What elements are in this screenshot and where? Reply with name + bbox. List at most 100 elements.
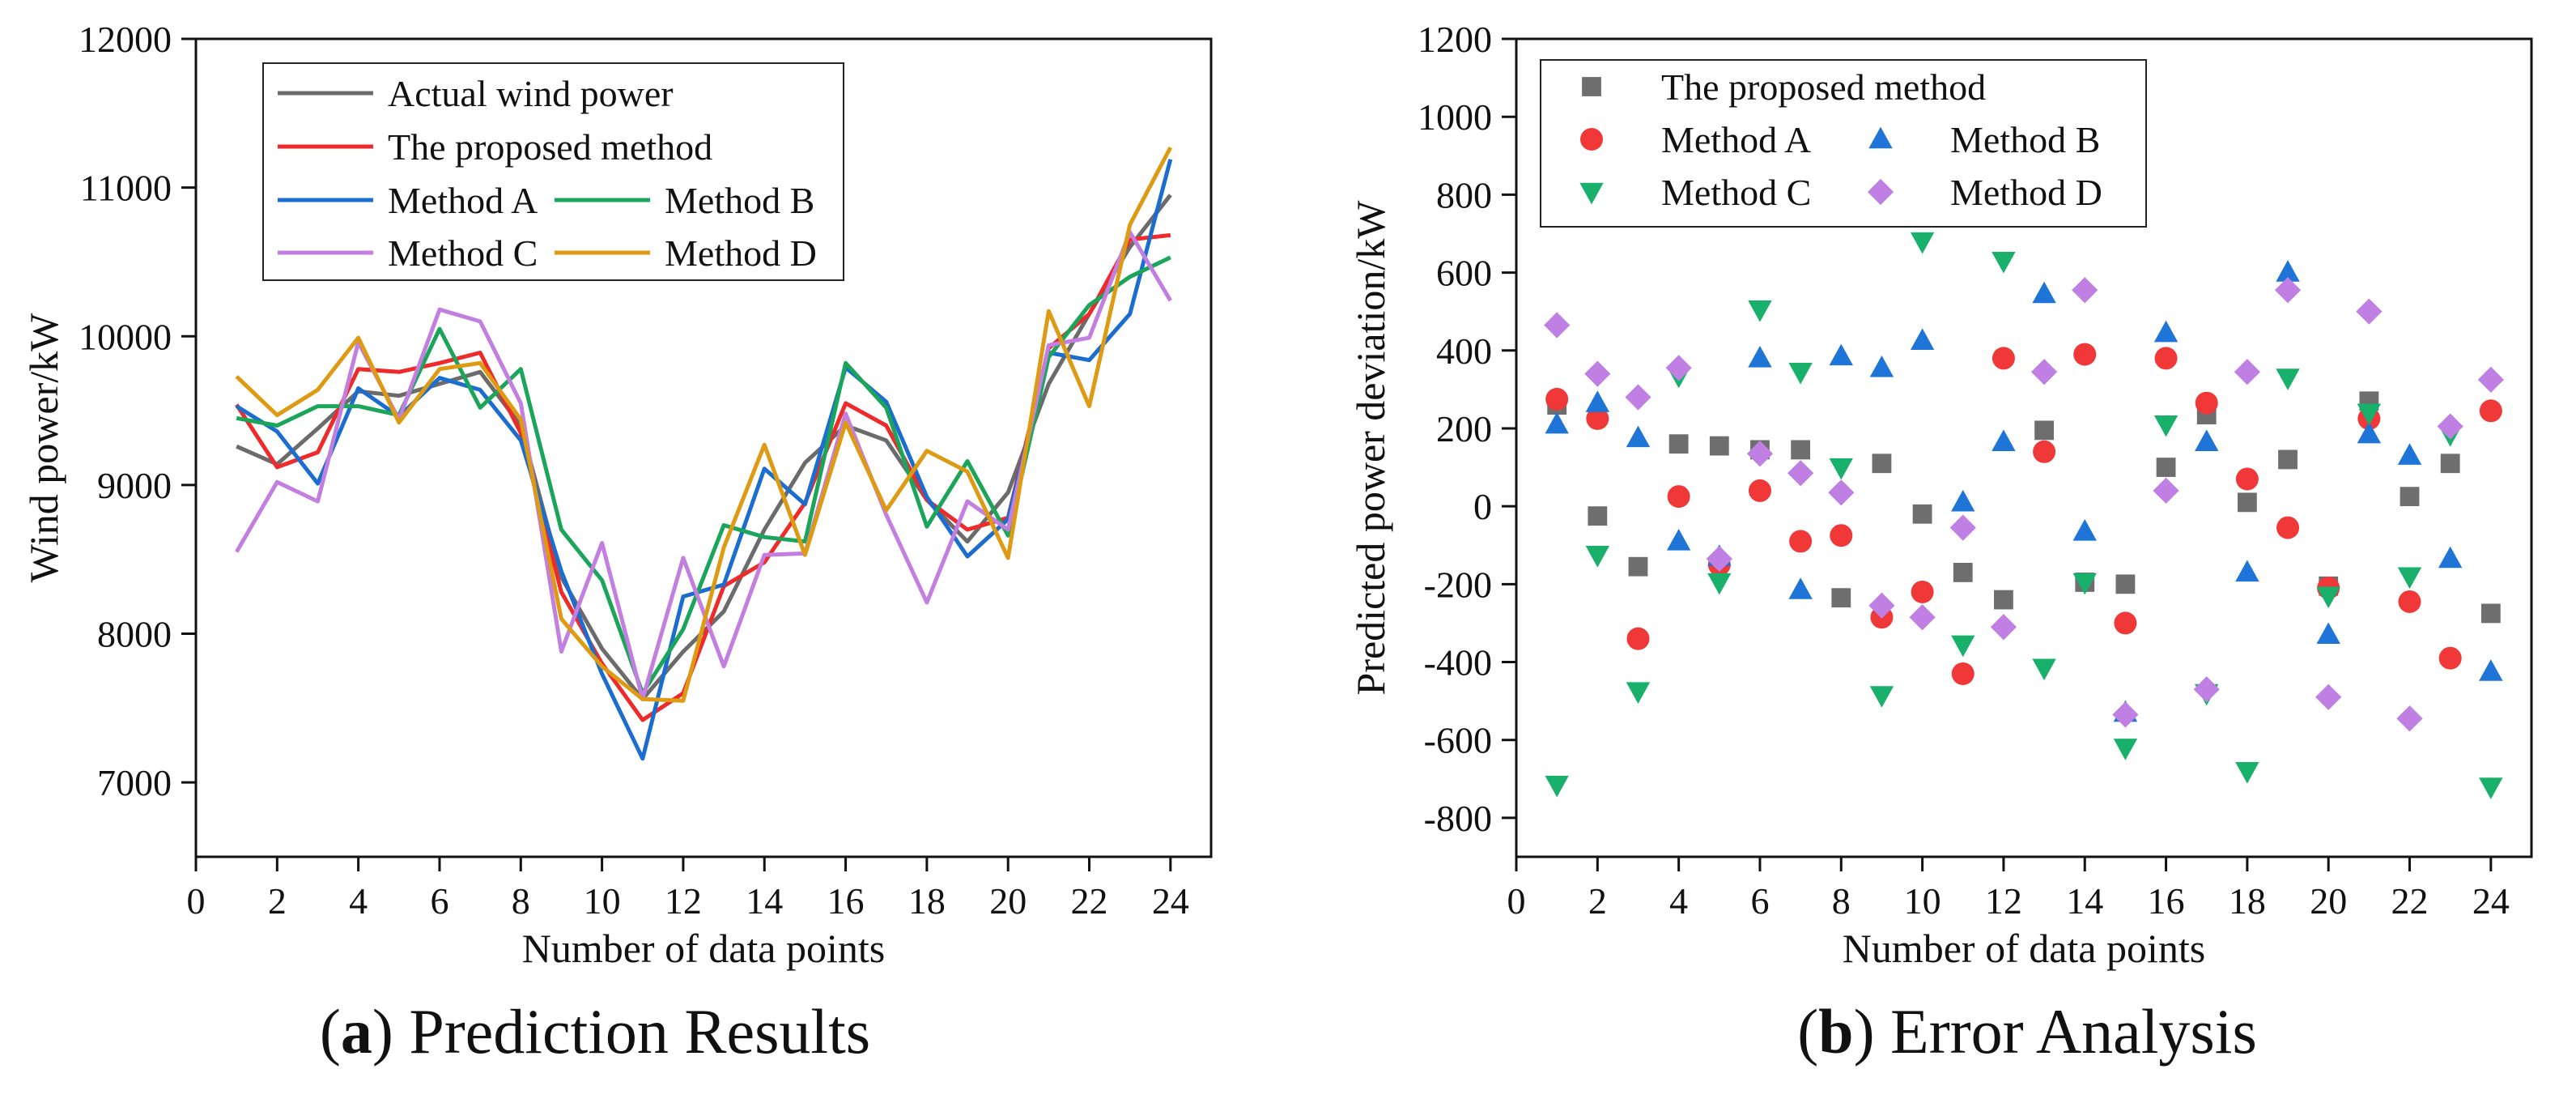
x-tick-label: 4 xyxy=(349,880,368,922)
data-point xyxy=(2479,399,2502,423)
x-tick-label: 0 xyxy=(1507,880,1526,922)
data-point xyxy=(1585,546,1610,568)
data-point xyxy=(2479,659,2503,681)
y-tick-label: 11000 xyxy=(80,168,172,209)
data-point xyxy=(2440,454,2460,474)
data-point xyxy=(2115,574,2136,594)
data-point xyxy=(2316,622,2340,645)
y-tick-label: 400 xyxy=(1436,330,1492,372)
data-point xyxy=(1545,387,1569,411)
data-point xyxy=(2437,413,2463,440)
x-tick-label: 20 xyxy=(989,880,1027,922)
data-point xyxy=(2113,739,2138,760)
data-point xyxy=(2276,368,2300,390)
data-point xyxy=(1872,454,1892,474)
data-point xyxy=(2032,281,2056,304)
legend: Actual wind power The proposed method Meth… xyxy=(262,62,844,281)
legend-label: Method D xyxy=(665,232,817,274)
legend-item: Method B xyxy=(555,180,814,221)
y-tick-label: 7000 xyxy=(97,762,172,803)
x-tick-label: 18 xyxy=(2229,880,2266,922)
data-point xyxy=(2112,701,2139,728)
data-point xyxy=(2480,603,2501,624)
x-tick-label: 4 xyxy=(1669,880,1688,922)
legend-item: The proposed method xyxy=(278,126,712,168)
y-tick-label: 800 xyxy=(1436,174,1492,215)
data-point xyxy=(2276,516,2300,539)
y-tick-label: -800 xyxy=(1424,798,1492,839)
legend-box xyxy=(1540,59,2147,228)
data-point xyxy=(2033,440,2056,463)
data-point xyxy=(2235,761,2259,784)
legend-label: The proposed method xyxy=(388,126,712,168)
x-axis-title: Number of data points xyxy=(522,926,886,971)
data-point xyxy=(1706,545,1732,573)
data-point xyxy=(2274,277,2302,304)
legend-item: Method A xyxy=(1580,119,1811,160)
data-point xyxy=(1787,460,1814,487)
data-point xyxy=(2072,573,2097,595)
caption-letter: a xyxy=(341,996,372,1067)
legend-box xyxy=(262,62,844,281)
legend-item: Method D xyxy=(1867,172,2102,213)
legend: The proposed method Method A Method B Metho… xyxy=(1540,59,2147,228)
data-point xyxy=(2153,320,2179,343)
x-axis: 0 2 4 6 8 10 12 14 16 18 20 22 24 xyxy=(1507,857,2510,922)
data-point xyxy=(1992,429,2016,451)
data-point xyxy=(2072,277,2098,304)
data-point xyxy=(2479,777,2503,799)
data-point xyxy=(2315,684,2342,710)
y-tick-label: 12000 xyxy=(79,19,172,60)
series-markers-5 xyxy=(1544,277,2504,732)
data-point xyxy=(1910,232,1935,254)
data-point xyxy=(1910,328,1935,350)
data-point xyxy=(1748,345,1772,368)
legend-label: Method C xyxy=(388,232,538,274)
caption-title: Prediction Results xyxy=(393,996,870,1067)
y-tick-label: -200 xyxy=(1424,564,1492,605)
data-point xyxy=(2072,519,2097,541)
data-point xyxy=(1990,614,2017,641)
data-point xyxy=(1788,363,1813,385)
x-tick-label: 10 xyxy=(584,880,621,922)
legend-label: Method C xyxy=(1661,172,1811,213)
y-axis: -800 -600 -400 -200 0 200 400 600 800 1000 1200 xyxy=(1418,19,1516,839)
data-point xyxy=(1788,577,1813,599)
data-point xyxy=(2073,343,2097,366)
y-tick-label: 9000 xyxy=(97,465,172,506)
caption-letter: b xyxy=(1818,996,1853,1067)
data-point xyxy=(1994,590,2013,610)
legend-label: Method A xyxy=(388,180,538,221)
data-point xyxy=(1868,592,1895,619)
x-tick-label: 16 xyxy=(827,880,865,922)
series-line-6 xyxy=(235,146,1173,703)
data-point xyxy=(2153,415,2179,437)
y-tick-label: 0 xyxy=(1473,486,1492,527)
data-point xyxy=(1869,356,1894,377)
x-tick-label: 2 xyxy=(268,880,287,922)
x-tick-label: 16 xyxy=(2148,880,2185,922)
data-point xyxy=(2237,492,2257,513)
x-tick-label: 22 xyxy=(2391,880,2429,922)
legend-label: The proposed method xyxy=(1661,66,1986,108)
data-point xyxy=(1951,662,1975,685)
data-point xyxy=(1791,440,1811,460)
data-point xyxy=(1709,436,1729,456)
data-point xyxy=(1586,407,1609,430)
legend-marker xyxy=(1867,178,1894,206)
data-point xyxy=(2477,366,2504,393)
x-tick-label: 14 xyxy=(2066,880,2103,922)
data-point xyxy=(2398,590,2421,613)
data-point xyxy=(1585,390,1610,412)
data-point xyxy=(2235,467,2259,491)
x-tick-label: 14 xyxy=(746,880,783,922)
data-point xyxy=(1829,458,1853,480)
data-point xyxy=(2156,458,2176,477)
data-point xyxy=(1588,506,1608,526)
data-point xyxy=(2030,359,2058,385)
data-point xyxy=(2154,347,2178,370)
x-axis: 0 2 4 6 8 10 12 14 16 18 20 22 24 xyxy=(187,857,1189,922)
legend-item: The proposed method xyxy=(1582,66,1986,108)
